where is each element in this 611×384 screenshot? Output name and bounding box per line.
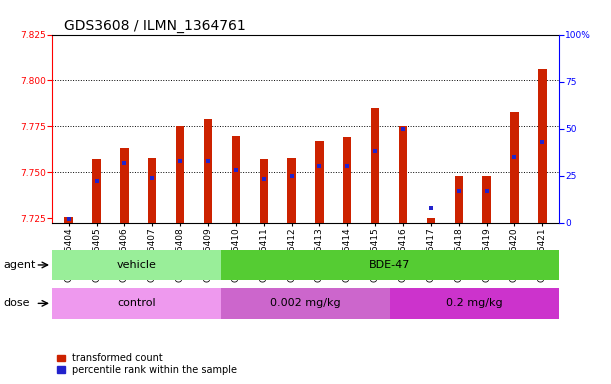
Text: 0.2 mg/kg: 0.2 mg/kg bbox=[446, 298, 503, 308]
Bar bbox=[65, 217, 73, 223]
Text: GDS3608 / ILMN_1364761: GDS3608 / ILMN_1364761 bbox=[64, 19, 246, 33]
Bar bbox=[538, 70, 546, 223]
Text: dose: dose bbox=[3, 298, 29, 308]
Bar bbox=[483, 176, 491, 223]
Bar bbox=[221, 250, 559, 280]
Legend: transformed count, percentile rank within the sample: transformed count, percentile rank withi… bbox=[57, 353, 237, 375]
Bar bbox=[510, 112, 519, 223]
Bar bbox=[204, 119, 212, 223]
Text: vehicle: vehicle bbox=[117, 260, 156, 270]
Bar bbox=[371, 108, 379, 223]
Bar bbox=[52, 250, 221, 280]
Bar bbox=[92, 159, 101, 223]
Bar bbox=[260, 159, 268, 223]
Bar bbox=[426, 218, 435, 223]
Text: 0.002 mg/kg: 0.002 mg/kg bbox=[270, 298, 341, 308]
Bar bbox=[120, 148, 128, 223]
Text: control: control bbox=[117, 298, 156, 308]
Bar bbox=[287, 157, 296, 223]
Bar bbox=[52, 288, 221, 319]
Bar bbox=[315, 141, 324, 223]
Bar bbox=[148, 157, 156, 223]
Bar bbox=[343, 137, 351, 223]
Bar bbox=[221, 288, 390, 319]
Bar bbox=[390, 288, 559, 319]
Bar bbox=[455, 176, 463, 223]
Text: BDE-47: BDE-47 bbox=[369, 260, 411, 270]
Bar bbox=[176, 126, 185, 223]
Bar bbox=[232, 136, 240, 223]
Text: agent: agent bbox=[3, 260, 35, 270]
Bar bbox=[399, 126, 407, 223]
